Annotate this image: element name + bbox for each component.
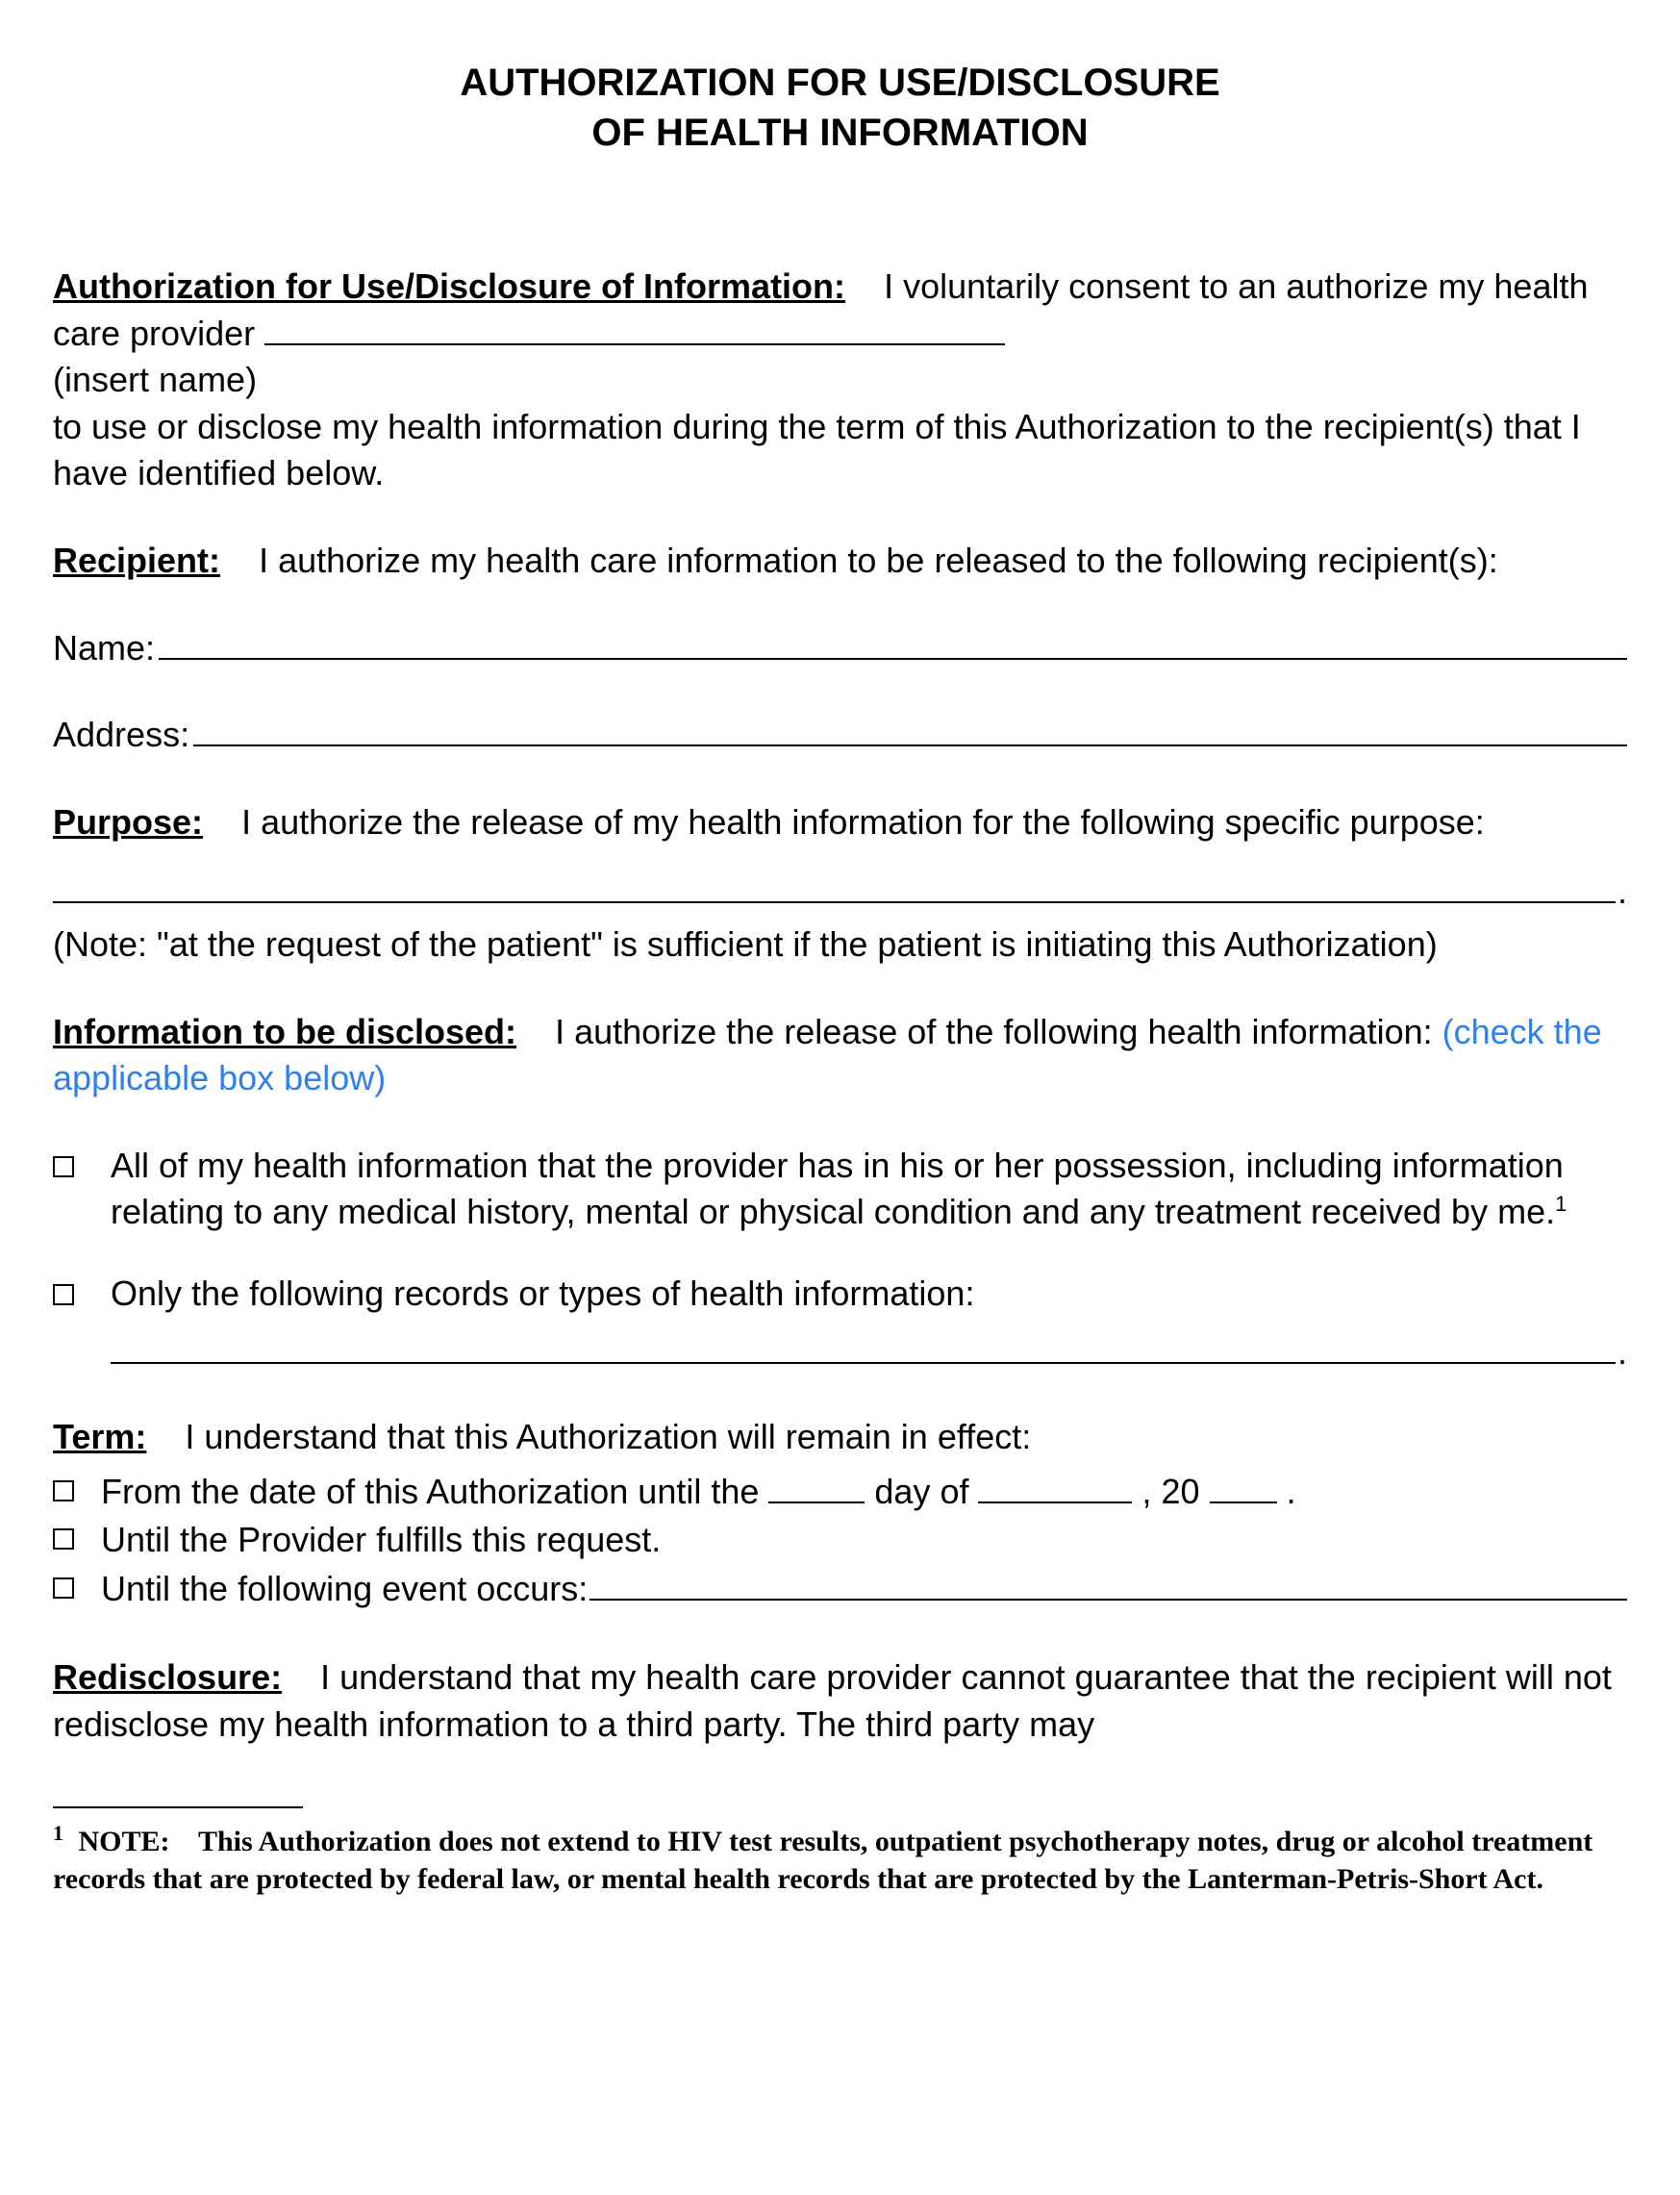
info-option-2-blank-row: . [111,1329,1627,1376]
info-option-2-row: Only the following records or types of h… [53,1271,1627,1318]
term-list: From the date of this Authorization unti… [53,1469,1627,1613]
term-option-2-row: Until the Provider fulfills this request… [53,1517,1627,1564]
footnote-label: NOTE: [79,1826,170,1857]
checkbox-icon[interactable] [53,1480,74,1501]
term-option-3-row: Until the following event occurs: [53,1566,1627,1613]
section-recipient: Recipient: I authorize my health care in… [53,538,1627,585]
auth-heading: Authorization for Use/Disclosure of Info… [53,266,845,306]
title-line-1: AUTHORIZATION FOR USE/DISCLOSURE [53,58,1627,108]
info-heading: Information to be disclosed: [53,1012,516,1051]
section-info: Information to be disclosed: I authorize… [53,1009,1627,1102]
term-heading: Term: [53,1417,146,1456]
section-authorization: Authorization for Use/Disclosure of Info… [53,264,1627,497]
info-option-1-row: All of my health information that the pr… [53,1143,1627,1236]
form-page: AUTHORIZATION FOR USE/DISCLOSURE OF HEAL… [0,0,1680,2195]
form-title: AUTHORIZATION FOR USE/DISCLOSURE OF HEAL… [53,58,1627,158]
footnote-text: This Authorization does not extend to HI… [53,1826,1592,1895]
purpose-heading: Purpose: [53,802,203,842]
auth-sentence-2: to use or disclose my health information… [53,407,1581,493]
footnote: 1 NOTE: This Authorization does not exte… [53,1820,1627,1898]
info-option-2-period: . [1617,1329,1627,1376]
checkbox-icon[interactable] [53,1156,74,1177]
checkbox-icon[interactable] [53,1284,74,1305]
term-month-blank[interactable] [978,1501,1132,1503]
info-sentence: I authorize the release of the following… [555,1012,1442,1051]
insert-name-hint: (insert name) [53,360,257,399]
purpose-note: (Note: "at the request of the patient" i… [53,921,1627,969]
recipient-name-row: Name: [53,625,1627,672]
term-option-2-text: Until the Provider fulfills this request… [101,1517,1627,1564]
checkbox-icon[interactable] [53,1577,74,1599]
purpose-blank[interactable] [53,869,1616,903]
recipient-address-row: Address: [53,712,1627,759]
info-option-2-text: Only the following records or types of h… [111,1271,1627,1318]
recipient-sentence: I authorize my health care information t… [259,541,1498,580]
recipient-name-blank[interactable] [159,625,1627,660]
term-year-blank[interactable] [1210,1501,1277,1503]
term-option-1-row: From the date of this Authorization unti… [53,1469,1627,1516]
purpose-period: . [1617,869,1627,916]
checkbox-icon[interactable] [53,1528,74,1550]
title-line-2: OF HEALTH INFORMATION [53,108,1627,158]
info-option-1-text: All of my health information that the pr… [111,1143,1627,1236]
section-term-intro: Term: I understand that this Authorizati… [53,1414,1627,1461]
term-event-blank[interactable] [589,1566,1627,1601]
recipient-address-label: Address: [53,712,189,759]
footnote-rule [53,1806,303,1808]
term-option-3-text: Until the following event occurs: [101,1566,1627,1613]
footnote-ref: 1 [1555,1192,1567,1216]
section-purpose: Purpose: I authorize the release of my h… [53,799,1627,846]
footnote-marker: 1 [53,1821,63,1845]
redisclosure-sentence: I understand that my health care provide… [53,1657,1612,1744]
purpose-sentence: I authorize the release of my health inf… [241,802,1485,842]
term-day-blank[interactable] [768,1501,865,1503]
recipient-name-label: Name: [53,625,155,672]
provider-name-blank[interactable] [264,343,1005,345]
redisclosure-heading: Redisclosure: [53,1657,282,1697]
recipient-address-blank[interactable] [193,712,1627,746]
term-option-1-text: From the date of this Authorization unti… [101,1469,1627,1516]
info-option-2-blank[interactable] [111,1329,1616,1364]
section-redisclosure: Redisclosure: I understand that my healt… [53,1654,1627,1748]
recipient-heading: Recipient: [53,541,220,580]
term-sentence: I understand that this Authorization wil… [185,1417,1031,1456]
